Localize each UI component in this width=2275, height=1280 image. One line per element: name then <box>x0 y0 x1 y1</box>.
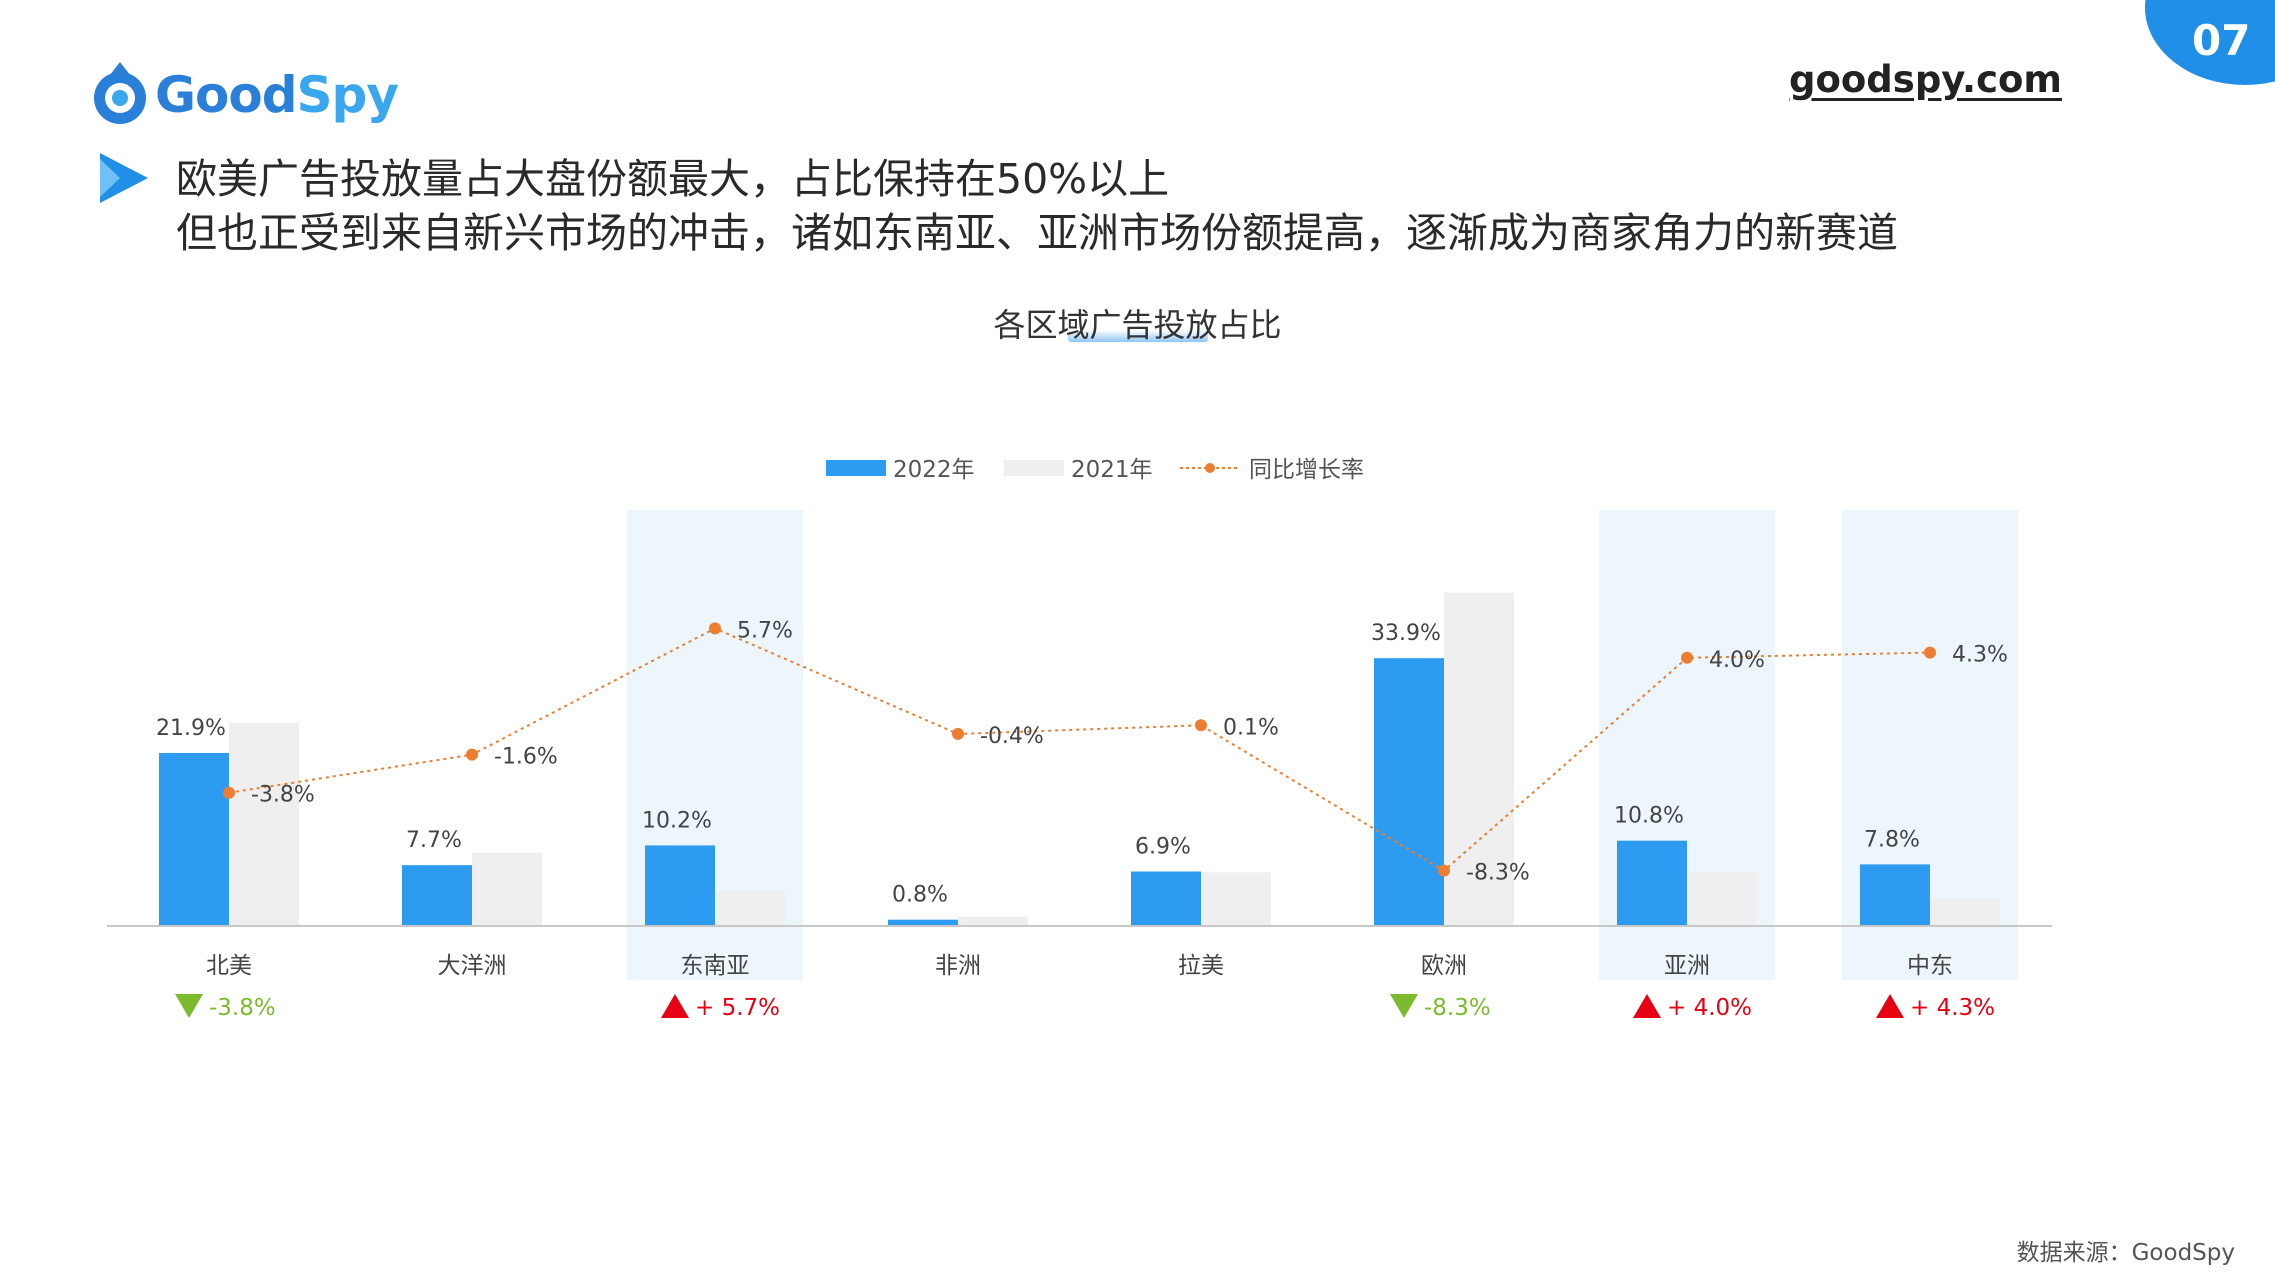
growth-label-8: 4.3% <box>1952 643 2008 668</box>
bar-2022-label-4: 0.8% <box>892 883 948 908</box>
growth-label-5: 0.1% <box>1223 715 1279 740</box>
growth-point-2 <box>466 748 478 761</box>
x-tick-label-8: 中东 <box>1907 953 1953 979</box>
bar-2021-5 <box>1201 872 1271 926</box>
bar-2021-1 <box>229 722 299 926</box>
growth-label-1: -3.8% <box>251 783 315 808</box>
bar-2022-1 <box>159 752 229 926</box>
growth-point-5 <box>1195 719 1207 732</box>
legend-label-growth: 同比增长率 <box>1249 457 1364 483</box>
change-up-triangle-icon-2 <box>661 994 689 1018</box>
legend-label-2022: 2022年 <box>893 457 975 483</box>
change-up-triangle-icon-5 <box>1876 994 1904 1018</box>
chart-title: 各区域广告投放占比 <box>993 306 1282 344</box>
growth-point-8 <box>1924 646 1936 659</box>
page-number: 07 <box>2192 16 2251 65</box>
growth-label-6: -8.3% <box>1466 861 1530 886</box>
growth-point-1 <box>223 786 235 799</box>
play-arrow-icon <box>100 153 148 203</box>
headline-line-2: 但也正受到来自新兴市场的冲击，诸如东南亚、亚洲市场份额提高，逐渐成为商家角力的新… <box>176 209 1898 257</box>
change-indicator-label-5: + 4.3% <box>1910 995 1995 1021</box>
bar-2022-3 <box>645 845 715 926</box>
goodspy-logo-icon <box>94 62 146 124</box>
change-indicator-label-1: -3.8% <box>209 995 276 1021</box>
growth-point-3 <box>709 622 721 635</box>
change-indicator-label-4: + 4.0% <box>1667 995 1752 1021</box>
x-tick-label-5: 拉美 <box>1178 953 1224 979</box>
legend-swatch-2021 <box>1004 460 1064 476</box>
bar-2021-2 <box>472 852 542 926</box>
change-up-triangle-icon-4 <box>1633 994 1661 1018</box>
change-down-triangle-icon-1 <box>175 994 203 1018</box>
bar-2021-7 <box>1687 872 1757 926</box>
bar-2022-8 <box>1860 864 1930 926</box>
change-down-triangle-icon-3 <box>1390 994 1418 1018</box>
bar-2021-8 <box>1930 898 2000 926</box>
growth-label-3: 5.7% <box>737 618 793 643</box>
bar-2022-6 <box>1374 658 1444 926</box>
site-link[interactable]: goodspy.com <box>1788 58 2062 101</box>
bar-2022-5 <box>1131 871 1201 926</box>
bar-2022-label-8: 7.8% <box>1864 827 1920 852</box>
x-tick-label-3: 东南亚 <box>681 953 750 979</box>
x-tick-label-1: 北美 <box>206 953 252 979</box>
logo-wordmark: GoodSpy <box>155 66 399 124</box>
growth-point-6 <box>1438 864 1450 877</box>
change-indicator-label-3: -8.3% <box>1424 995 1491 1021</box>
bar-2022-2 <box>402 865 472 926</box>
growth-label-4: -0.4% <box>980 724 1044 749</box>
bar-2022-7 <box>1617 840 1687 926</box>
x-tick-label-6: 欧洲 <box>1421 953 1467 979</box>
headline: 欧美广告投放量占大盘份额最大，占比保持在50%以上 但也正受到来自新兴市场的冲击… <box>176 152 1898 260</box>
change-indicator-label-2: + 5.7% <box>695 995 780 1021</box>
headline-line-1: 欧美广告投放量占大盘份额最大，占比保持在50%以上 <box>176 155 1170 203</box>
bar-2022-label-2: 7.7% <box>406 828 462 853</box>
bar-2022-label-7: 10.8% <box>1614 804 1684 829</box>
x-tick-label-2: 大洋洲 <box>438 953 507 979</box>
bar-2022-label-1: 21.9% <box>156 716 226 741</box>
x-tick-label-4: 非洲 <box>935 953 981 979</box>
legend-line-marker <box>1205 463 1215 473</box>
bar-2022-label-6: 33.9% <box>1371 621 1441 646</box>
legend-swatch-2022 <box>826 460 886 476</box>
bar-2021-4 <box>958 916 1028 926</box>
growth-point-4 <box>952 727 964 740</box>
data-source: 数据来源：GoodSpy <box>2016 1240 2235 1266</box>
growth-label-2: -1.6% <box>494 745 558 770</box>
x-tick-label-7: 亚洲 <box>1664 953 1710 979</box>
growth-point-7 <box>1681 651 1693 664</box>
growth-label-7: 4.0% <box>1709 648 1765 673</box>
bar-2022-label-5: 6.9% <box>1135 834 1191 859</box>
bar-2022-label-3: 10.2% <box>642 808 712 833</box>
bar-2022-4 <box>888 919 958 926</box>
bar-2021-3 <box>715 890 785 926</box>
legend-label-2021: 2021年 <box>1071 457 1153 483</box>
bar-2021-6 <box>1444 592 1514 926</box>
chart-title-underline <box>1068 330 1208 342</box>
